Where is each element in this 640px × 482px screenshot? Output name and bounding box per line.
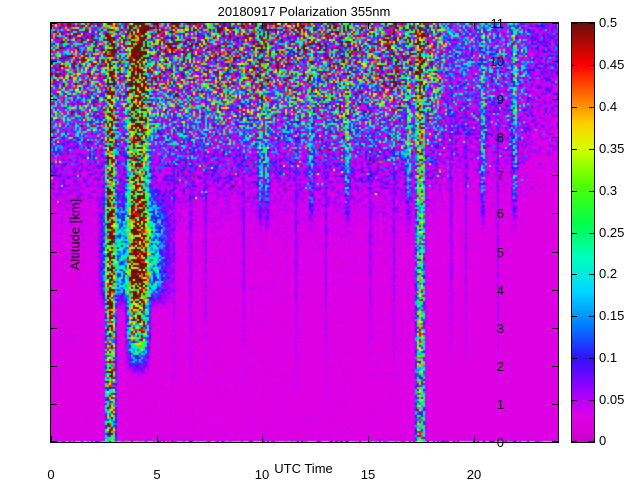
colorbar-tick-mark xyxy=(572,65,577,66)
x-tick-mark-top xyxy=(51,23,52,29)
colorbar-tick-mark xyxy=(572,191,577,192)
colorbar-tick-label: 0.3 xyxy=(599,183,618,198)
heatmap-image xyxy=(51,23,558,442)
x-tick-label: 15 xyxy=(360,467,376,482)
colorbar-tick-mark xyxy=(589,274,594,275)
colorbar-tick-mark xyxy=(572,441,577,442)
colorbar-tick-label: 0.1 xyxy=(599,350,618,365)
y-tick-mark-right xyxy=(552,213,558,214)
y-tick-label: 11 xyxy=(490,16,505,31)
y-tick-mark-right xyxy=(552,23,558,24)
y-tick-label: 3 xyxy=(496,321,504,336)
colorbar-tick-mark xyxy=(572,149,577,150)
colorbar-tick-mark xyxy=(572,358,577,359)
x-tick-label: 5 xyxy=(153,467,161,482)
x-tick-mark xyxy=(474,436,475,442)
colorbar-tick-label: 0.5 xyxy=(599,15,618,30)
y-tick-mark-right xyxy=(552,252,558,253)
x-axis-title: UTC Time xyxy=(274,461,333,476)
y-tick-label: 9 xyxy=(496,92,504,107)
x-tick-mark xyxy=(51,436,52,442)
colorbar-tick-label: 0.35 xyxy=(599,141,625,156)
colorbar-tick-mark xyxy=(572,233,577,234)
y-tick-mark-right xyxy=(552,404,558,405)
y-tick-label: 0 xyxy=(496,435,504,450)
colorbar-tick-mark xyxy=(589,358,594,359)
y-tick-label: 10 xyxy=(489,54,504,69)
y-tick-mark xyxy=(51,404,57,405)
colorbar-tick-label: 0.05 xyxy=(599,392,625,407)
y-tick-mark-right xyxy=(552,366,558,367)
y-tick-mark xyxy=(51,175,57,176)
y-tick-mark xyxy=(51,328,57,329)
colorbar-tick-mark xyxy=(572,23,577,24)
colorbar-tick-mark xyxy=(572,107,577,108)
y-tick-label: 1 xyxy=(496,397,504,412)
colorbar-tick-label: 0.15 xyxy=(599,308,625,323)
y-tick-label: 4 xyxy=(496,283,504,298)
heatmap-axes: 0 1 2 3 4 5 6 7 8 9 10 11 0 5 10 15 20 Altitude [km] xyxy=(47,17,559,481)
y-tick-mark xyxy=(51,252,57,253)
y-tick-mark-right xyxy=(552,137,558,138)
y-tick-mark xyxy=(51,441,57,442)
y-tick-mark xyxy=(51,61,57,62)
x-tick-label: 0 xyxy=(47,467,55,482)
y-tick-label: 8 xyxy=(496,130,504,145)
y-tick-mark-right xyxy=(552,175,558,176)
y-tick-label: 7 xyxy=(496,168,504,183)
colorbar-tick-label: 0 xyxy=(599,433,607,448)
colorbar-gradient xyxy=(572,23,594,442)
y-tick-mark xyxy=(51,366,57,367)
colorbar-tick-mark xyxy=(589,191,594,192)
page-title: 20180917 Polarization 355nm xyxy=(217,4,391,19)
colorbar-tick-mark xyxy=(572,316,577,317)
colorbar-tick-mark xyxy=(572,400,577,401)
colorbar-tick-mark xyxy=(589,316,594,317)
colorbar-tick-mark xyxy=(589,149,594,150)
y-tick-mark-right xyxy=(552,441,558,442)
colorbar-tick-mark xyxy=(589,107,594,108)
y-tick-label: 6 xyxy=(496,206,504,221)
y-tick-label: 5 xyxy=(496,245,504,260)
colorbar-tick-label: 0.4 xyxy=(599,99,618,114)
y-tick-label: 2 xyxy=(496,359,504,374)
y-tick-mark xyxy=(51,137,57,138)
x-tick-label: 20 xyxy=(466,467,482,482)
y-tick-mark xyxy=(51,23,57,24)
x-tick-mark xyxy=(157,436,158,442)
colorbar-tick-label: 0.25 xyxy=(599,225,625,240)
x-tick-mark xyxy=(368,436,369,442)
y-tick-mark-right xyxy=(552,290,558,291)
colorbar-tick-label: 0.45 xyxy=(599,57,625,72)
y-tick-mark xyxy=(51,213,57,214)
x-tick-mark-top xyxy=(262,23,263,29)
y-tick-mark-right xyxy=(552,328,558,329)
colorbar-tick-label: 0.2 xyxy=(599,266,618,281)
y-axis-title: Altitude [km] xyxy=(67,198,83,271)
x-tick-mark-top xyxy=(368,23,369,29)
colorbar-tick-mark xyxy=(589,233,594,234)
x-tick-mark xyxy=(262,436,263,442)
colorbar-tick-mark xyxy=(589,400,594,401)
colorbar-tick-mark xyxy=(589,65,594,66)
y-tick-mark-right xyxy=(552,99,558,100)
x-tick-label: 10 xyxy=(254,467,270,482)
colorbar-tick-mark xyxy=(589,23,594,24)
colorbar-tick-mark xyxy=(572,274,577,275)
y-tick-mark xyxy=(51,99,57,100)
colorbar-tick-mark xyxy=(589,441,594,442)
x-tick-mark-top xyxy=(474,23,475,29)
y-tick-mark-right xyxy=(552,61,558,62)
colorbar xyxy=(571,22,595,443)
x-tick-mark-top xyxy=(157,23,158,29)
y-tick-mark xyxy=(51,290,57,291)
